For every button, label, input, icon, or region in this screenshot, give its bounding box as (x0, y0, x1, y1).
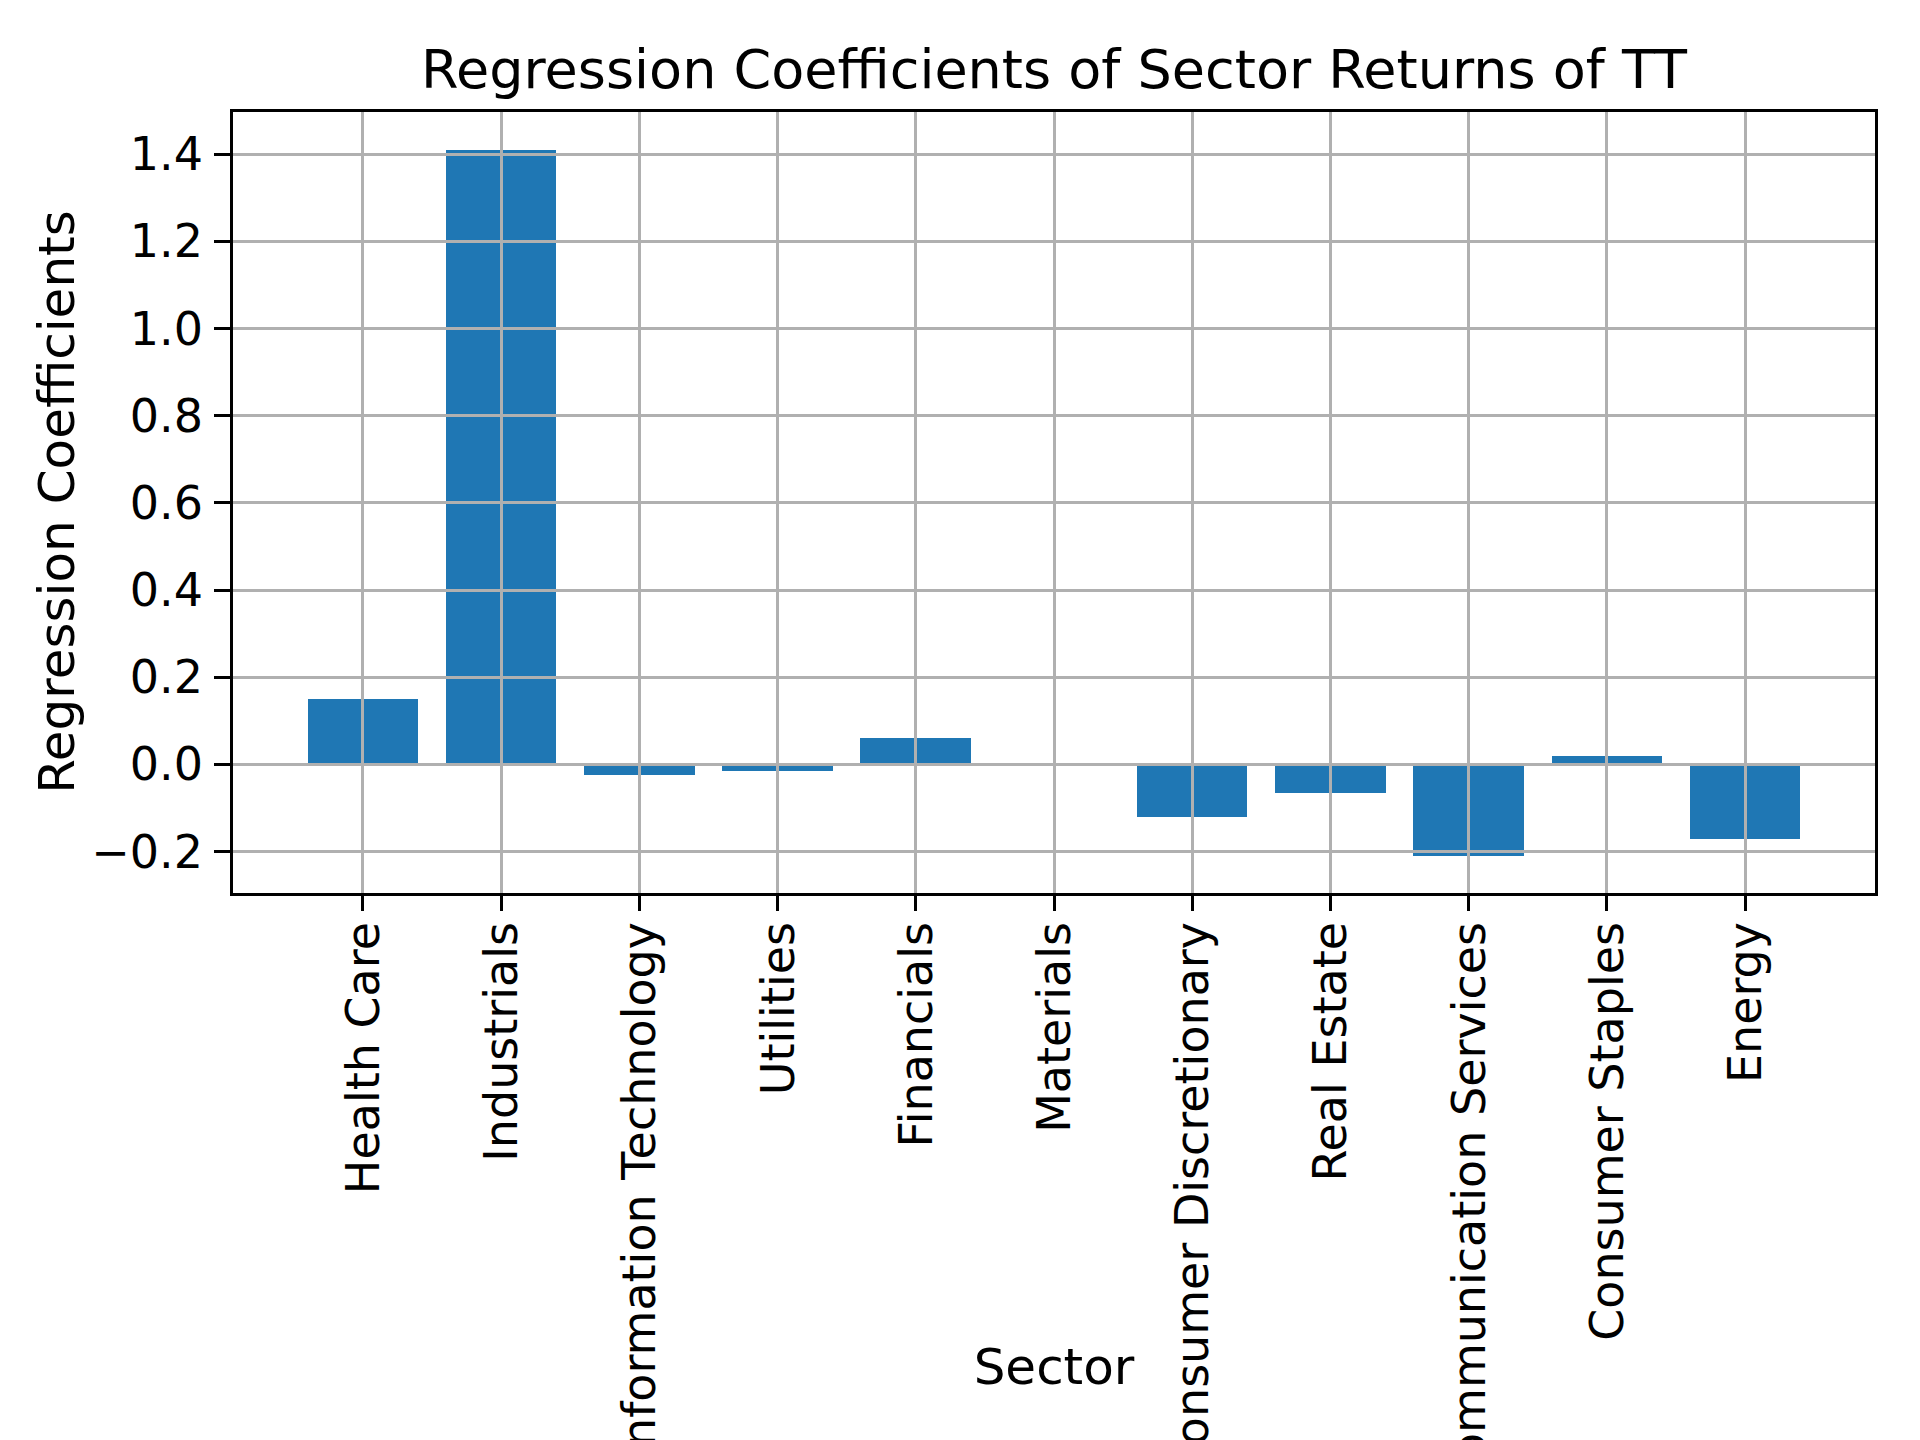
gridline-vertical (361, 112, 364, 893)
y-tick-label: 0.0 (0, 739, 203, 789)
x-tick-label-text: Consumer Staples (1583, 922, 1631, 1341)
y-tick-label: 0.6 (0, 478, 203, 528)
x-tick-mark (638, 896, 641, 911)
y-tick-label: 1.0 (0, 304, 203, 354)
y-tick-label: 1.2 (0, 216, 203, 266)
x-tick-mark (914, 896, 917, 911)
gridline-vertical (638, 112, 641, 893)
x-tick-mark (1744, 896, 1747, 911)
x-tick-label-text: Financials (892, 922, 940, 1147)
x-tick-label-text: Industrials (477, 922, 525, 1162)
y-tick-label: 0.4 (0, 565, 203, 615)
y-tick-label: −0.2 (0, 827, 203, 877)
gridline-vertical (914, 112, 917, 893)
gridline-vertical (776, 112, 779, 893)
x-tick-mark (1329, 896, 1332, 911)
x-tick-label-text: Energy (1721, 922, 1769, 1083)
x-axis-label: Sector (233, 1340, 1875, 1394)
y-tick-mark (214, 153, 230, 156)
x-tick-label-text: Health Care (339, 922, 387, 1194)
y-tick-mark (214, 850, 230, 853)
y-tick-label: 0.8 (0, 391, 203, 441)
y-tick-mark (214, 327, 230, 330)
chart-title: Regression Coefficients of Sector Return… (233, 40, 1875, 100)
x-tick-mark (1605, 896, 1608, 911)
x-tick-mark (776, 896, 779, 911)
gridline-vertical (1467, 112, 1470, 893)
gridline-vertical (1744, 112, 1747, 893)
y-tick-mark (214, 501, 230, 504)
x-tick-label-text: Materials (1030, 922, 1078, 1133)
x-tick-mark (1467, 896, 1470, 911)
y-tick-mark (214, 763, 230, 766)
grid-layer (233, 112, 1875, 893)
y-tick-label: 0.2 (0, 652, 203, 702)
x-tick-mark (1191, 896, 1194, 911)
gridline-vertical (500, 112, 503, 893)
y-tick-mark (214, 240, 230, 243)
x-tick-label-text: Real Estate (1306, 922, 1354, 1181)
x-tick-label-text: Utilities (754, 922, 802, 1095)
x-tick-mark (500, 896, 503, 911)
y-tick-mark (214, 589, 230, 592)
gridline-vertical (1605, 112, 1608, 893)
x-tick-mark (1053, 896, 1056, 911)
x-tick-mark (361, 896, 364, 911)
gridline-vertical (1329, 112, 1332, 893)
plot-area (230, 109, 1878, 896)
y-tick-label: 1.4 (0, 129, 203, 179)
y-tick-mark (214, 676, 230, 679)
gridline-vertical (1053, 112, 1056, 893)
gridline-vertical (1191, 112, 1194, 893)
regression-bar-chart-figure: Regression Coefficients of Sector Return… (0, 0, 1920, 1440)
y-tick-mark (214, 414, 230, 417)
